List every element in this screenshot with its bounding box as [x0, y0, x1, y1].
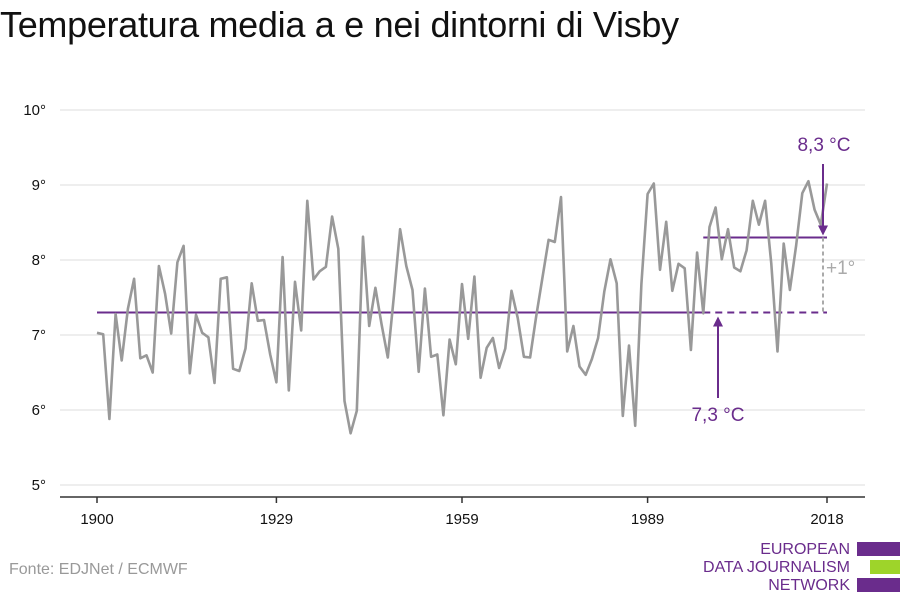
series-group	[96, 179, 829, 435]
annotation-plus-one-label: +1°	[826, 258, 855, 279]
edjnet-logo: EUROPEAN DATA JOURNALISM NETWORK	[700, 540, 900, 596]
y-tick-label: 6°	[32, 402, 46, 419]
logo-bar-purple-top	[857, 542, 900, 556]
y-tick-label: 7°	[32, 327, 46, 344]
logo-line-2: DATA JOURNALISM	[703, 559, 850, 576]
annotation-7-3-label: 7,3 °C	[691, 405, 744, 426]
y-tick-label: 9°	[32, 177, 46, 194]
x-axis: 1900 1929 1959 1989 2018	[60, 496, 865, 528]
x-tick-label: 1989	[631, 511, 664, 528]
logo-bar-green	[870, 560, 900, 574]
y-tick-label: 10°	[23, 102, 46, 119]
annotations: 8,3 °C 7,3 °C +1°	[691, 135, 855, 426]
logo-bar-purple-bottom	[857, 578, 900, 592]
annotation-arrow-down-head	[818, 225, 828, 236]
x-tick-label: 1959	[445, 511, 478, 528]
logo-line-3: NETWORK	[768, 577, 850, 594]
x-tick-label: 1900	[80, 511, 113, 528]
x-tick-label: 1929	[260, 511, 293, 528]
annotation-arrow-up-head	[713, 316, 723, 327]
chart-title: Temperatura media a e nei dintorni di Vi…	[0, 4, 679, 45]
source-note: Fonte: EDJNet / ECMWF	[9, 561, 188, 578]
annotation-8-3-label: 8,3 °C	[797, 135, 850, 156]
temperature-series-line	[96, 179, 829, 435]
y-tick-label: 8°	[32, 252, 46, 269]
x-tick-label: 2018	[810, 511, 843, 528]
y-tick-label: 5°	[32, 477, 46, 494]
logo-line-1: EUROPEAN	[760, 541, 850, 558]
y-axis-ticks: 5° 6° 7° 8° 9° 10°	[23, 102, 46, 494]
reference-lines	[97, 236, 827, 314]
